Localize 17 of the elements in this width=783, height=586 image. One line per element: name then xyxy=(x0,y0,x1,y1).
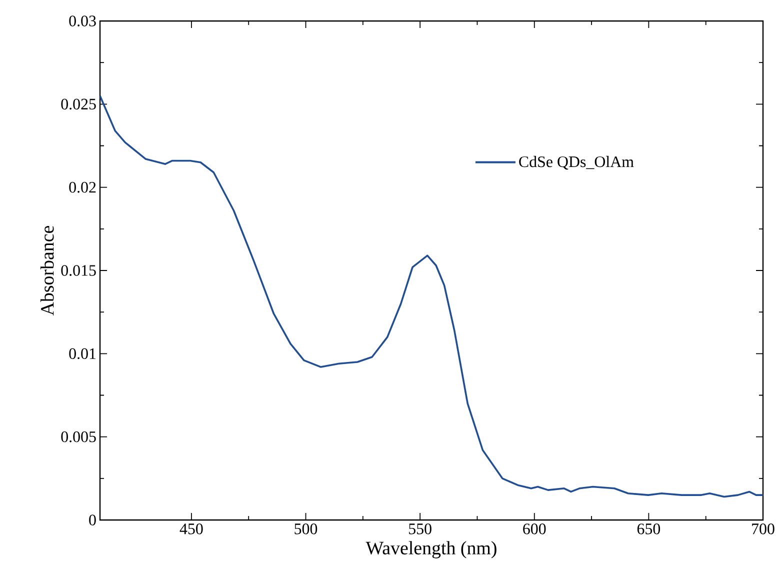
y-tick-label: 0.02 xyxy=(69,182,96,193)
x-axis-title: Wavelength (nm) xyxy=(366,541,496,558)
x-tick-label: 650 xyxy=(637,524,660,534)
y-tick-label: 0.03 xyxy=(69,16,96,26)
y-axis-title: Absorbance xyxy=(40,226,54,316)
x-tick-label: 550 xyxy=(409,524,432,534)
y-tick-label: 0.015 xyxy=(61,265,96,276)
line-series xyxy=(100,94,764,498)
legend-label: CdSe QDs_OlAm xyxy=(519,156,634,170)
y-tick-label: 0.01 xyxy=(69,348,96,360)
x-tick-label: 450 xyxy=(180,524,203,534)
x-tick-label: 500 xyxy=(294,524,318,534)
x-tick-label: 700 xyxy=(752,524,774,534)
y-tick-label: 0 xyxy=(89,514,96,526)
y-tick-label: 0.005 xyxy=(61,431,96,442)
y-tick-label: 0.025 xyxy=(61,98,96,110)
x-tick-label: 600 xyxy=(523,524,546,534)
